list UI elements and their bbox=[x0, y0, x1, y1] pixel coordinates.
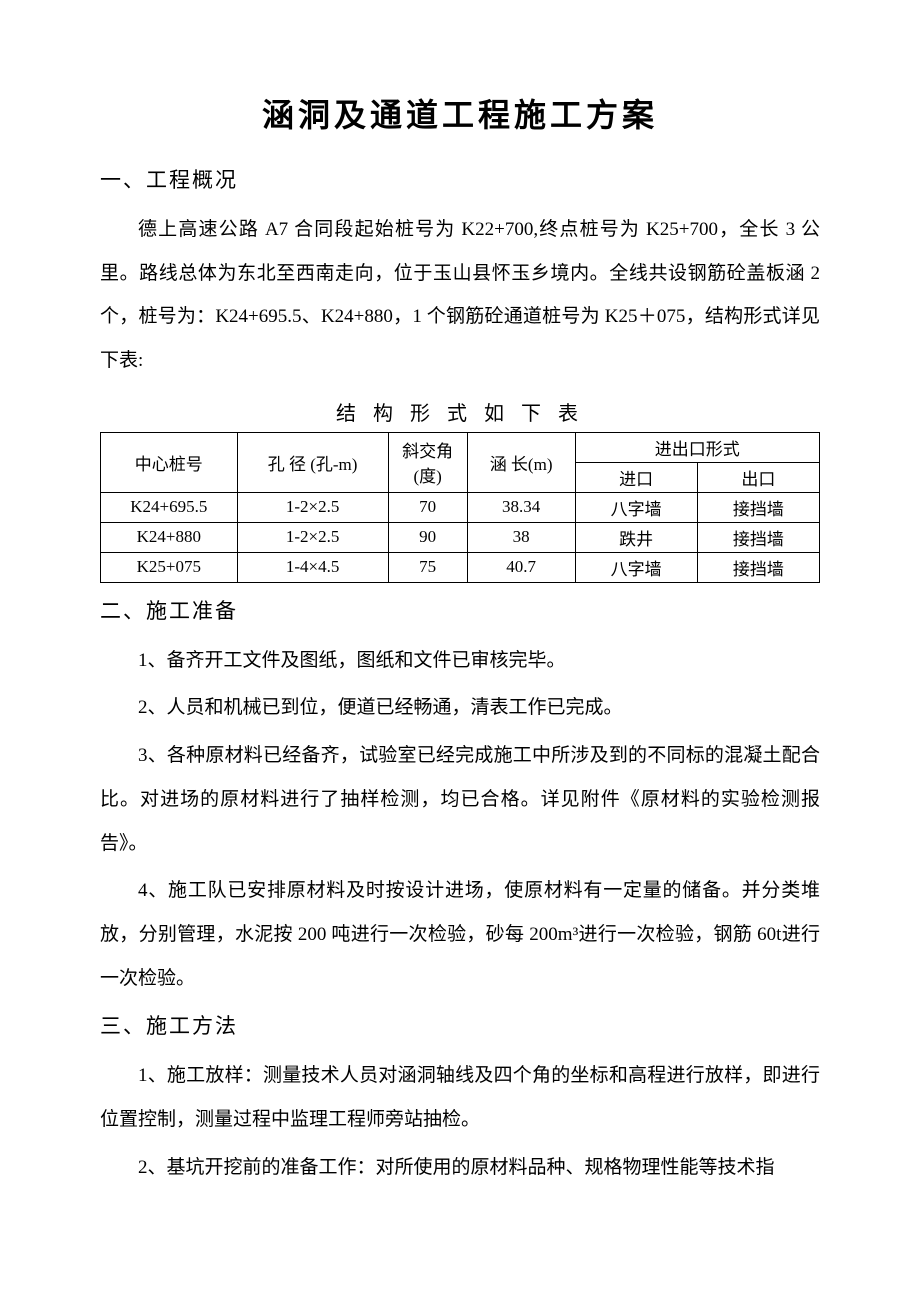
cell-inlet: 跌井 bbox=[575, 522, 697, 552]
section-2-heading: 二、施工准备 bbox=[100, 595, 820, 625]
cell-inlet: 八字墙 bbox=[575, 552, 697, 582]
doc-title: 涵洞及通道工程施工方案 bbox=[100, 90, 820, 136]
th-pile-no: 中心桩号 bbox=[101, 432, 238, 492]
cell-length: 38 bbox=[467, 522, 575, 552]
table-body: K24+695.5 1-2×2.5 70 38.34 八字墙 接挡墙 K24+8… bbox=[101, 492, 820, 582]
cell-inlet: 八字墙 bbox=[575, 492, 697, 522]
th-aperture: 孔 径 (孔-m) bbox=[237, 432, 388, 492]
cell-outlet: 接挡墙 bbox=[697, 552, 819, 582]
cell-pile-no: K24+695.5 bbox=[101, 492, 238, 522]
cell-length: 40.7 bbox=[467, 552, 575, 582]
th-outlet: 出口 bbox=[697, 462, 819, 492]
cell-length: 38.34 bbox=[467, 492, 575, 522]
section-3-heading: 三、施工方法 bbox=[100, 1010, 820, 1040]
cell-skew: 70 bbox=[388, 492, 467, 522]
cell-aperture: 1-2×2.5 bbox=[237, 492, 388, 522]
table-head-row-1: 中心桩号 孔 径 (孔-m) 斜交角(度) 涵 长(m) 进出口形式 bbox=[101, 432, 820, 462]
document-page: 涵洞及通道工程施工方案 一、工程概况 德上高速公路 A7 合同段起始桩号为 K2… bbox=[0, 0, 920, 1302]
table-row: K24+880 1-2×2.5 90 38 跌井 接挡墙 bbox=[101, 522, 820, 552]
cell-outlet: 接挡墙 bbox=[697, 492, 819, 522]
section-2-p1: 1、备齐开工文件及图纸，图纸和文件已审核完毕。 bbox=[100, 639, 820, 683]
section-1-heading: 一、工程概况 bbox=[100, 164, 820, 194]
section-3-p2: 2、基坑开挖前的准备工作：对所使用的原材料品种、规格物理性能等技术指 bbox=[100, 1146, 820, 1190]
cell-aperture: 1-4×4.5 bbox=[237, 552, 388, 582]
table-row: K24+695.5 1-2×2.5 70 38.34 八字墙 接挡墙 bbox=[101, 492, 820, 522]
th-skew-angle: 斜交角(度) bbox=[388, 432, 467, 492]
th-io-form: 进出口形式 bbox=[575, 432, 819, 462]
section-1-p1: 德上高速公路 A7 合同段起始桩号为 K22+700,终点桩号为 K25+700… bbox=[100, 208, 820, 383]
cell-pile-no: K25+075 bbox=[101, 552, 238, 582]
table-row: K25+075 1-4×4.5 75 40.7 八字墙 接挡墙 bbox=[101, 552, 820, 582]
th-inlet: 进口 bbox=[575, 462, 697, 492]
table-head: 中心桩号 孔 径 (孔-m) 斜交角(度) 涵 长(m) 进出口形式 进口 出口 bbox=[101, 432, 820, 492]
cell-skew: 75 bbox=[388, 552, 467, 582]
section-2-p3: 3、各种原材料已经备齐，试验室已经完成施工中所涉及到的不同标的混凝土配合比。对进… bbox=[100, 734, 820, 865]
section-3-p1: 1、施工放样：测量技术人员对涵洞轴线及四个角的坐标和高程进行放样，即进行位置控制… bbox=[100, 1054, 820, 1141]
cell-aperture: 1-2×2.5 bbox=[237, 522, 388, 552]
structure-table: 中心桩号 孔 径 (孔-m) 斜交角(度) 涵 长(m) 进出口形式 进口 出口… bbox=[100, 432, 820, 583]
th-length: 涵 长(m) bbox=[467, 432, 575, 492]
section-2-p2: 2、人员和机械已到位，便道已经畅通，清表工作已完成。 bbox=[100, 686, 820, 730]
table-caption: 结 构 形 式 如 下 表 bbox=[100, 397, 820, 426]
section-2-p4: 4、施工队已安排原材料及时按设计进场，使原材料有一定量的储备。并分类堆放，分别管… bbox=[100, 869, 820, 1000]
cell-skew: 90 bbox=[388, 522, 467, 552]
cell-outlet: 接挡墙 bbox=[697, 522, 819, 552]
cell-pile-no: K24+880 bbox=[101, 522, 238, 552]
